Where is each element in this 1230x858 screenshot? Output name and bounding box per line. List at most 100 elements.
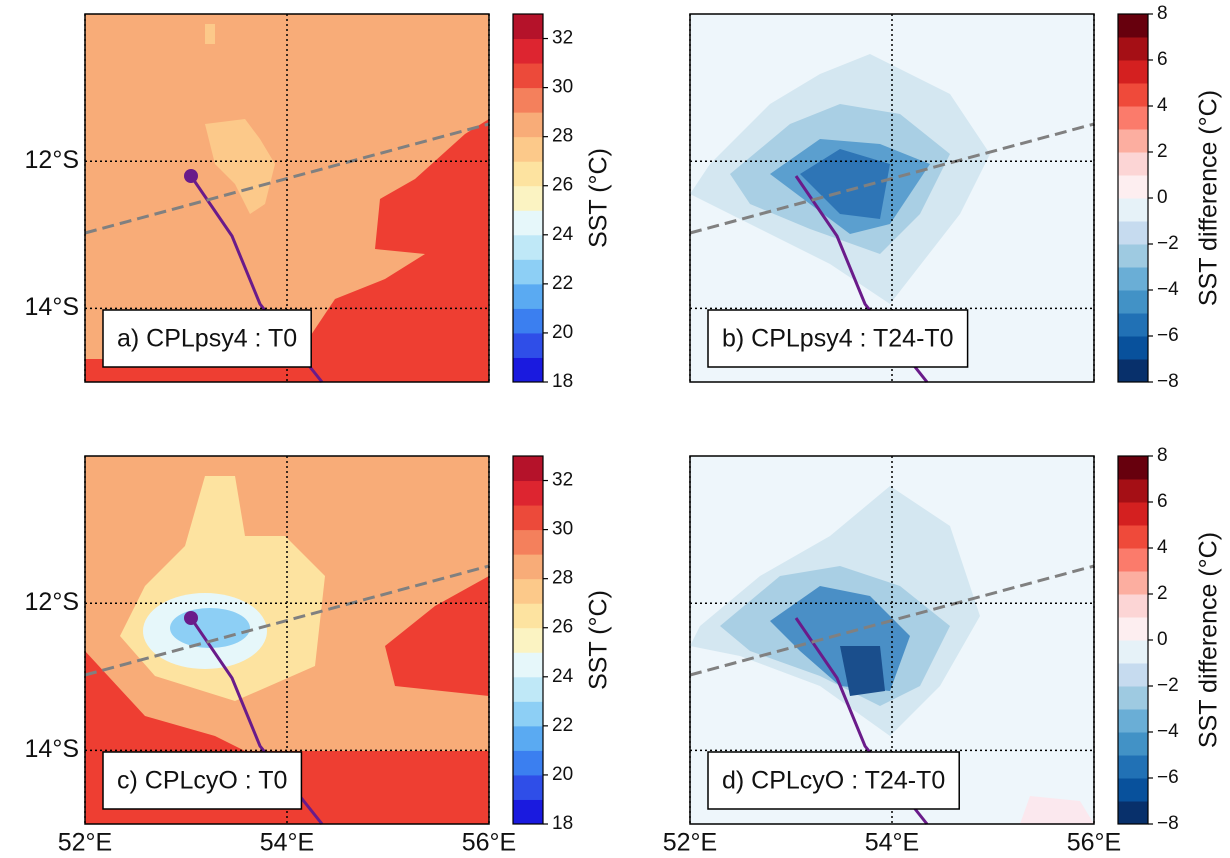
- colorbar-band: [1118, 686, 1148, 710]
- colorbar-tick-label: 26: [552, 617, 573, 638]
- colorbar-tick-label: −8: [1157, 371, 1179, 392]
- colorbar-band: [513, 627, 543, 653]
- colorbar-band: [513, 505, 543, 531]
- colorbar-band: [1118, 221, 1148, 245]
- colorbar-band: [1118, 106, 1148, 130]
- field: [205, 119, 275, 214]
- colorbar-label: SST (°C): [585, 590, 613, 690]
- colorbar-band: [513, 283, 543, 309]
- panel-label: d) CPLcyO : T24-T0: [707, 751, 960, 810]
- colorbar-tick-label: 6: [1157, 49, 1168, 70]
- colorbar-tick-label: −6: [1157, 325, 1179, 346]
- colorbar-band: [1118, 571, 1148, 595]
- x-tick-label: 52°E: [663, 829, 717, 857]
- colorbar-band: [513, 87, 543, 113]
- colorbar-band: [1118, 267, 1148, 291]
- colorbar-band: [513, 456, 543, 482]
- field: [840, 646, 885, 696]
- colorbar-band: [513, 554, 543, 580]
- x-tick-label: 56°E: [462, 829, 516, 857]
- colorbar-tick-label: 30: [552, 77, 573, 98]
- colorbar-band: [1118, 83, 1148, 107]
- x-tick-label: 56°E: [1067, 829, 1121, 857]
- colorbar-band: [1118, 152, 1148, 176]
- colorbar-tick-label: 18: [552, 371, 573, 392]
- colorbar-band: [1118, 290, 1148, 314]
- colorbar-band: [1118, 198, 1148, 222]
- field: [85, 119, 489, 382]
- colorbar-band: [513, 136, 543, 162]
- field: [85, 576, 489, 756]
- colorbar-band: [513, 750, 543, 776]
- colorbar-tick-label: 18: [552, 813, 573, 834]
- colorbar-band: [1118, 359, 1148, 383]
- colorbar-frame: [512, 13, 544, 383]
- colorbar-tick-label: 22: [552, 715, 573, 736]
- colorbar-band: [513, 332, 543, 358]
- colorbar-tick-label: −4: [1157, 721, 1179, 742]
- colorbar-tick-label: −8: [1157, 813, 1179, 834]
- colorbar-tick-label: 28: [552, 126, 573, 147]
- colorbar-tick-label: 0: [1157, 629, 1168, 650]
- section-line: [689, 122, 1095, 235]
- colorbar-band: [513, 578, 543, 604]
- colorbar-band: [513, 63, 543, 89]
- y-tick-label: 14°S: [25, 735, 79, 763]
- colorbar-tick-label: 8: [1157, 3, 1168, 24]
- panel-label-box: [102, 751, 303, 810]
- colorbar-band: [1118, 456, 1148, 480]
- colorbar-band: [513, 161, 543, 187]
- y-tick-label: 14°S: [25, 293, 79, 321]
- panel-label: c) CPLcyO : T0: [102, 751, 303, 810]
- colorbar-band: [513, 185, 543, 211]
- track-start: [184, 169, 198, 183]
- panel-label-box: [707, 751, 960, 810]
- panel-label: b) CPLpsy4 : T24-T0: [707, 309, 969, 368]
- field: [205, 24, 215, 44]
- colorbar-tick-label: 28: [552, 568, 573, 589]
- colorbar-band: [1118, 801, 1148, 825]
- map-frame: [689, 13, 1095, 383]
- colorbar-tick-label: 6: [1157, 491, 1168, 512]
- colorbar-tick-label: −6: [1157, 767, 1179, 788]
- colorbar-band: [513, 701, 543, 727]
- colorbar-band: [1118, 525, 1148, 549]
- colorbar-band: [513, 357, 543, 383]
- colorbar-tick-label: −4: [1157, 279, 1179, 300]
- track-start: [184, 611, 198, 625]
- field: [800, 149, 890, 219]
- colorbar-tick-label: −2: [1157, 675, 1179, 696]
- field: [1020, 796, 1094, 824]
- colorbar-band: [513, 725, 543, 751]
- x-tick-label: 52°E: [58, 829, 112, 857]
- y-tick-label: 12°S: [25, 588, 79, 616]
- colorbar-tick-label: 4: [1157, 537, 1168, 558]
- panel-title: a) CPLpsy4 : T0: [117, 325, 297, 353]
- colorbar-tick-label: 24: [552, 224, 574, 245]
- x-tick-label: 54°E: [865, 829, 919, 857]
- colorbar-band: [1118, 594, 1148, 618]
- section-line: [84, 122, 490, 235]
- colorbar-band: [513, 112, 543, 138]
- colorbar-label: SST difference (°C): [1195, 90, 1223, 306]
- colorbar-band: [513, 210, 543, 236]
- colorbar-band: [513, 38, 543, 64]
- map-frame: [689, 455, 1095, 825]
- colorbar-tick-label: 8: [1157, 445, 1168, 466]
- colorbar-band: [513, 799, 543, 825]
- colorbar-tick-label: 22: [552, 273, 573, 294]
- colorbar-label: SST difference (°C): [1195, 532, 1223, 748]
- colorbar-band: [513, 774, 543, 800]
- colorbar-tick-label: 0: [1157, 187, 1168, 208]
- section-line: [689, 564, 1095, 677]
- panel-label-box: [102, 309, 312, 368]
- colorbar-tick-label: −2: [1157, 233, 1179, 254]
- colorbar-band: [1118, 37, 1148, 61]
- colorbar-tick-label: 2: [1157, 583, 1168, 604]
- colorbar-band: [1118, 60, 1148, 84]
- colorbar-tick-label: 20: [552, 764, 573, 785]
- colorbar-band: [513, 14, 543, 40]
- colorbar-band: [1118, 640, 1148, 664]
- colorbar-tick-label: 2: [1157, 141, 1168, 162]
